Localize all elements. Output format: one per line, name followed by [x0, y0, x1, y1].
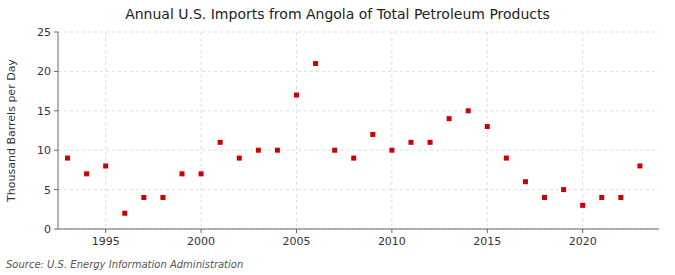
y-grid-line	[58, 32, 659, 33]
point	[618, 195, 623, 200]
title: Annual U.S. Imports from Angola of Total…	[125, 6, 550, 22]
point	[84, 171, 89, 176]
x-tick	[296, 229, 297, 233]
x-grid-line	[105, 32, 106, 229]
point	[332, 148, 337, 153]
x-tick	[105, 229, 106, 233]
source-note: Source: U.S. Energy Information Administ…	[6, 259, 243, 270]
point	[485, 124, 490, 129]
point	[504, 156, 509, 161]
x-grid-line	[201, 32, 202, 229]
y-tick-label: 20	[37, 65, 51, 78]
point	[160, 195, 165, 200]
point	[294, 93, 299, 98]
point	[580, 203, 585, 208]
x-tick-label: 2010	[378, 235, 406, 248]
point	[466, 108, 471, 113]
point	[103, 163, 108, 168]
point	[313, 61, 318, 66]
x-tick-label: 2005	[282, 235, 310, 248]
points	[65, 61, 642, 216]
point	[408, 140, 413, 145]
y-tick	[54, 71, 58, 72]
point	[256, 148, 261, 153]
point	[199, 171, 204, 176]
y-tick	[54, 32, 58, 33]
point	[65, 156, 70, 161]
y-axis-line	[58, 32, 59, 229]
x-tick	[391, 229, 392, 233]
y-grid-line	[58, 110, 659, 111]
point	[218, 140, 223, 145]
y-tick	[54, 189, 58, 190]
x-grid-line	[296, 32, 297, 229]
point	[122, 211, 127, 216]
x-tick	[582, 229, 583, 233]
x-grid-line	[487, 32, 488, 229]
y-tick-label: 0	[44, 223, 51, 236]
y-tick	[54, 229, 58, 230]
y-axis-label: Thousand Barrels per Day	[5, 59, 18, 203]
x-tick	[487, 229, 488, 233]
point	[237, 156, 242, 161]
y-grid-line	[58, 189, 659, 190]
y-tick	[54, 150, 58, 151]
y-tick-label: 15	[37, 105, 51, 118]
y-grid-line	[58, 150, 659, 151]
chart: 1995 2000 2005 2010 2015 2020 0 5 10 15 20 25 Annual…	[0, 0, 675, 275]
y-tick-label: 10	[37, 144, 51, 157]
point	[599, 195, 604, 200]
point	[351, 156, 356, 161]
x-axis-line	[58, 229, 659, 230]
y-tick-label: 5	[44, 184, 51, 197]
y-tick	[54, 110, 58, 111]
point	[542, 195, 547, 200]
grid	[58, 32, 659, 229]
x-tick-label: 2015	[473, 235, 501, 248]
point	[561, 187, 566, 192]
axes: 1995 2000 2005 2010 2015 2020 0 5 10 15 20 25	[37, 26, 659, 248]
point	[275, 148, 280, 153]
y-grid-line	[58, 229, 659, 230]
point	[370, 132, 375, 137]
x-tick	[201, 229, 202, 233]
point	[523, 179, 528, 184]
y-grid-line	[58, 71, 659, 72]
point	[180, 171, 185, 176]
x-tick-label: 2000	[187, 235, 215, 248]
y-tick-label: 25	[37, 26, 51, 39]
x-tick-label: 2020	[569, 235, 597, 248]
x-grid-line	[391, 32, 392, 229]
point	[428, 140, 433, 145]
point	[141, 195, 146, 200]
point	[389, 148, 394, 153]
x-grid-line	[582, 32, 583, 229]
x-tick-label: 1995	[92, 235, 120, 248]
point	[637, 163, 642, 168]
point	[447, 116, 452, 121]
